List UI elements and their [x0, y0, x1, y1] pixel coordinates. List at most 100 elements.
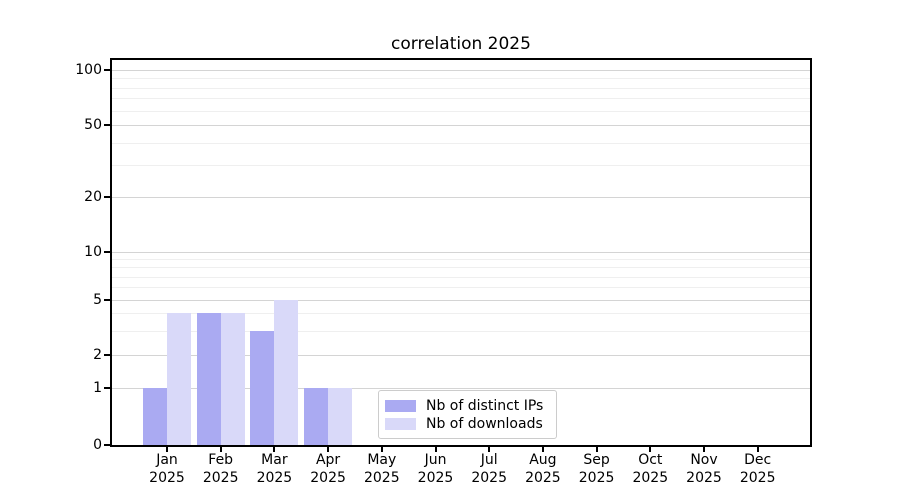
- x-tick-mark: [541, 447, 544, 452]
- y-tick-label: 20: [84, 189, 102, 205]
- x-tick-month: Mar: [261, 452, 288, 468]
- legend-swatch-downloads-icon: [385, 418, 416, 430]
- bar-distinct-ips-mar: [250, 330, 275, 445]
- y-tick-mark: [104, 354, 110, 356]
- x-tick-label-mar: Mar 2025: [242, 451, 306, 487]
- y-tick-label: 0: [93, 437, 102, 453]
- gridline-minor: [112, 259, 810, 261]
- gridline-minor: [112, 142, 810, 144]
- gridline-major: [112, 197, 810, 198]
- gridline-major: [112, 125, 810, 126]
- bar-distinct-ips-feb: [196, 313, 221, 445]
- x-tick-month: Dec: [744, 452, 772, 468]
- x-tick-year: 2025: [632, 470, 669, 486]
- plot-area: [112, 60, 810, 445]
- legend-label-downloads: Nb of downloads: [426, 416, 543, 432]
- x-tick-mark: [327, 447, 330, 452]
- x-tick-label-dec: Dec 2025: [726, 451, 790, 487]
- x-tick-label-aug: Aug 2025: [511, 451, 575, 487]
- x-tick-label-sep: Sep 2025: [565, 451, 629, 487]
- x-tick-mark: [273, 447, 276, 452]
- x-tick-label-jun: Jun 2025: [404, 451, 468, 487]
- x-tick-month: Feb: [208, 452, 234, 468]
- legend-entry-downloads: Nb of downloads: [385, 415, 548, 433]
- gridline-minor: [112, 330, 810, 332]
- gridline-minor: [112, 276, 810, 278]
- x-tick-label-jan: Jan 2025: [135, 451, 199, 487]
- gridline-minor: [112, 98, 810, 100]
- gridline-minor: [112, 313, 810, 315]
- x-tick-year: 2025: [471, 470, 507, 486]
- y-tick-label: 5: [93, 292, 102, 308]
- x-tick-year: 2025: [363, 470, 400, 486]
- gridline-minor: [112, 87, 810, 89]
- x-tick-year: 2025: [525, 470, 561, 486]
- x-tick-month: Aug: [529, 452, 557, 468]
- y-tick-mark: [104, 444, 110, 446]
- y-tick-mark: [104, 251, 110, 253]
- y-tick-mark: [104, 124, 110, 126]
- x-tick-label-oct: Oct 2025: [618, 451, 682, 487]
- gridline-major: [112, 387, 810, 389]
- y-tick-label: 100: [75, 62, 102, 78]
- gridline-minor: [112, 287, 810, 289]
- x-tick-label-nov: Nov 2025: [672, 451, 736, 487]
- y-tick-mark: [104, 386, 110, 389]
- x-tick-label-may: May 2025: [350, 451, 414, 487]
- legend: Nb of distinct IPs Nb of downloads: [378, 390, 557, 439]
- y-tick-label: 1: [93, 379, 102, 396]
- x-tick-label-apr: Apr 2025: [296, 451, 360, 487]
- x-tick-month: Nov: [690, 452, 718, 468]
- x-tick-year: 2025: [202, 470, 239, 486]
- y-tick-label: 2: [93, 347, 102, 363]
- x-tick-year: 2025: [149, 470, 185, 486]
- x-tick-mark: [488, 447, 491, 452]
- x-tick-month: Jul: [480, 452, 498, 468]
- gridline-major: [112, 252, 810, 253]
- x-tick-year: 2025: [310, 470, 346, 486]
- chart-title: correlation 2025: [391, 34, 531, 54]
- x-tick-year: 2025: [417, 470, 454, 486]
- x-tick-month: Oct: [638, 452, 663, 468]
- bar-downloads-apr: [328, 387, 353, 445]
- y-tick-mark: [104, 196, 110, 198]
- x-tick-month: Apr: [315, 452, 341, 468]
- x-tick-month: Jan: [156, 452, 178, 468]
- x-tick-mark: [703, 447, 705, 452]
- x-tick-mark: [380, 447, 383, 452]
- x-tick-mark: [756, 447, 759, 452]
- bar-downloads-jan: [167, 313, 191, 445]
- gridline-minor: [112, 267, 810, 269]
- y-tick-label: 50: [84, 117, 102, 133]
- y-tick-label: 10: [84, 244, 102, 260]
- y-tick-mark: [104, 299, 110, 301]
- x-tick-mark: [595, 447, 598, 452]
- gridline-major: [112, 70, 810, 71]
- x-tick-year: 2025: [578, 470, 615, 486]
- x-tick-month: Jun: [424, 452, 447, 468]
- x-tick-month: Sep: [583, 452, 610, 468]
- x-tick-mark: [219, 447, 222, 452]
- x-tick-mark: [649, 447, 652, 452]
- gridline-major: [112, 300, 810, 301]
- x-tick-mark: [434, 447, 437, 452]
- x-tick-year: 2025: [686, 470, 722, 486]
- gridline-major: [112, 355, 810, 356]
- bar-distinct-ips-jan: [143, 387, 167, 445]
- x-tick-year: 2025: [256, 470, 293, 486]
- bar-distinct-ips-apr: [304, 387, 329, 445]
- bar-downloads-mar: [274, 300, 299, 445]
- x-tick-label-feb: Feb 2025: [189, 451, 253, 487]
- gridline-minor: [112, 165, 810, 167]
- gridline-minor: [112, 110, 810, 112]
- x-tick-label-jul: Jul 2025: [457, 451, 521, 487]
- x-tick-month: May: [367, 452, 397, 468]
- bar-downloads-feb: [220, 313, 245, 445]
- x-tick-mark: [166, 447, 168, 452]
- gridline-minor: [112, 78, 810, 80]
- x-tick-year: 2025: [739, 470, 776, 486]
- y-tick-mark: [104, 69, 110, 71]
- legend-swatch-distinct-ips-icon: [385, 400, 416, 412]
- legend-label-distinct-ips: Nb of distinct IPs: [426, 398, 544, 414]
